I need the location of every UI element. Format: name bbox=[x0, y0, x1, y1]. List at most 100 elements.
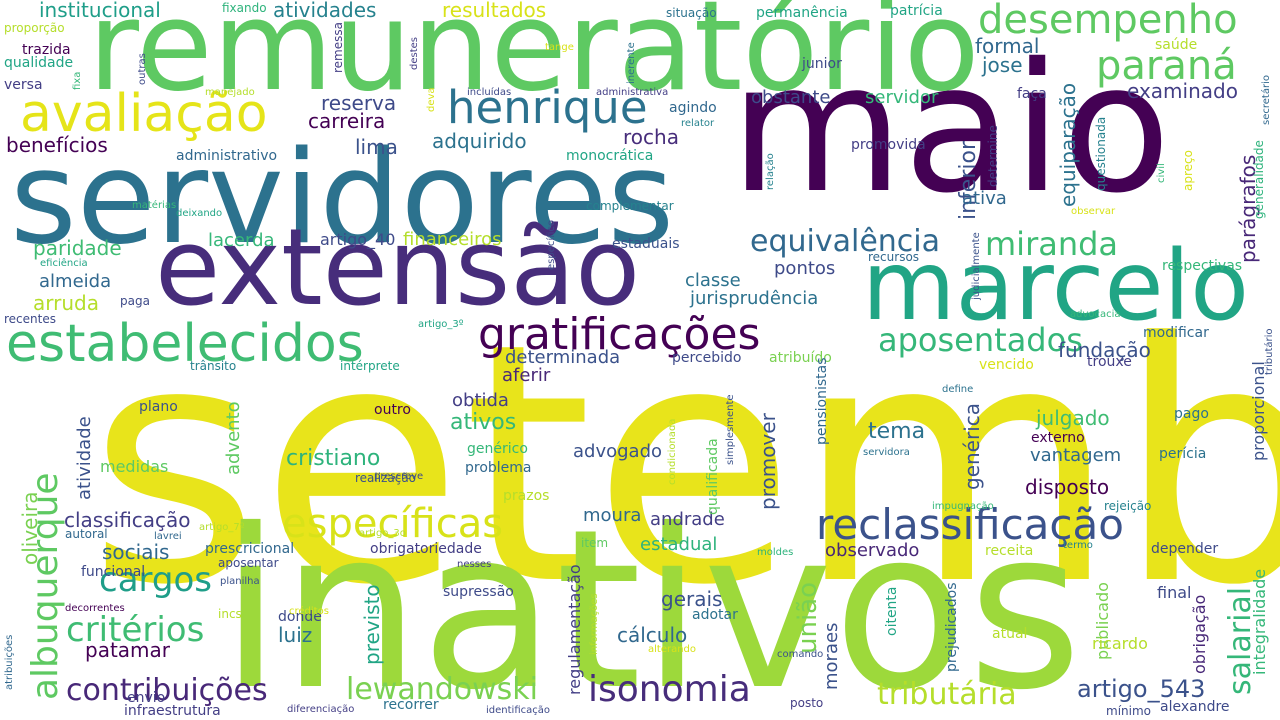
word-contribuições: contribuições bbox=[66, 673, 268, 708]
word-deva: deva bbox=[426, 87, 437, 112]
word-lavrei: lavrei bbox=[154, 531, 182, 542]
word-infraestrutura: infraestrutura bbox=[124, 703, 221, 719]
word-nesses: nesses bbox=[457, 559, 492, 570]
word-agindo: agindo bbox=[669, 100, 717, 116]
word-oliveira: oliveira bbox=[18, 491, 42, 565]
word-planilha: planilha bbox=[220, 576, 260, 587]
word-eficiência: eficiência bbox=[40, 258, 88, 269]
word-determine: determine bbox=[986, 125, 1000, 187]
word-união: união bbox=[793, 581, 823, 654]
word-lima: lima bbox=[355, 135, 398, 159]
word-deixando: deixando bbox=[176, 208, 223, 219]
word-destes: destes bbox=[409, 37, 420, 70]
word-prescricional: prescricional bbox=[205, 541, 295, 557]
word-tema: tema bbox=[868, 419, 926, 444]
word-tributária: tributária bbox=[877, 677, 1017, 712]
word-relação: relação bbox=[765, 153, 776, 190]
word-artigo_3o: artigo_3o bbox=[359, 528, 406, 539]
word-fixa: fixa bbox=[72, 71, 83, 90]
word-advocacia: advocacia bbox=[1070, 309, 1121, 320]
word-condicionada: condicionada bbox=[667, 418, 678, 485]
word-marcelo: marcelo bbox=[862, 230, 1249, 342]
word-ativa: ativa bbox=[962, 188, 1007, 209]
word-patamar: patamar bbox=[85, 638, 171, 662]
word-paga: paga bbox=[120, 294, 150, 308]
word-judicialmente: judicialmente bbox=[971, 232, 982, 300]
word-administrativo: administrativo bbox=[176, 148, 278, 164]
word-qualificada: qualificada bbox=[705, 438, 721, 515]
word-promovida: promovida bbox=[851, 137, 926, 153]
word-financeiros: financeiros bbox=[403, 229, 502, 250]
word-desempenho: desempenho bbox=[978, 0, 1238, 43]
word-artigo_3-: artigo_3º bbox=[418, 319, 464, 330]
word-recentes: recentes bbox=[4, 312, 56, 326]
word-outras: outras bbox=[137, 53, 148, 85]
word-andrade: andrade bbox=[650, 509, 725, 530]
word-remessa: remessa bbox=[331, 22, 345, 73]
word-impugnação: impugnação bbox=[932, 501, 994, 512]
word-inerente: inerente bbox=[626, 42, 637, 84]
word-inativos: inativos bbox=[220, 482, 1083, 720]
word-atribuído: atribuído bbox=[769, 350, 832, 366]
word-situação: situação bbox=[666, 6, 717, 20]
word-carreira: carreira bbox=[308, 109, 386, 133]
word-miranda: miranda bbox=[985, 225, 1119, 263]
word-saúde: saúde bbox=[1155, 37, 1198, 53]
word-resultados: resultados bbox=[442, 0, 547, 22]
word-realização: realização bbox=[355, 471, 417, 485]
word-classificação: classificação bbox=[64, 508, 191, 532]
word-observado: observado bbox=[825, 540, 920, 561]
word-pontos: pontos bbox=[774, 258, 836, 279]
word-tange: tange bbox=[545, 42, 574, 53]
word-henrique: henrique bbox=[447, 81, 648, 134]
word-adquirido: adquirido bbox=[432, 129, 527, 153]
word-servidora: servidora bbox=[863, 447, 910, 458]
word-examinado: examinado bbox=[1127, 79, 1238, 103]
word-patrícia: patrícia bbox=[890, 3, 943, 19]
word-externo: externo bbox=[1031, 430, 1085, 446]
word-vantagem: vantagem bbox=[1030, 445, 1122, 466]
word-decorrentes: decorrentes bbox=[65, 603, 125, 614]
word-isonomia: isonomia bbox=[588, 669, 751, 710]
word-matérias: matérias bbox=[132, 200, 177, 211]
word-permanência: permanência bbox=[756, 5, 848, 21]
word-critérios: critérios bbox=[66, 610, 205, 650]
word-lacerda: lacerda bbox=[208, 230, 275, 251]
word-atividades: atividades bbox=[273, 0, 377, 22]
word-específicas: específicas bbox=[282, 501, 504, 547]
word-obrigação: obrigação bbox=[1190, 594, 1209, 674]
word-estaduais: estaduais bbox=[612, 236, 680, 252]
word-modificar: modificar bbox=[1143, 325, 1209, 341]
word-fundação: fundação bbox=[1058, 338, 1151, 362]
word-manejado: manejado bbox=[205, 87, 255, 98]
word-trouxe: trouxe bbox=[1087, 354, 1132, 370]
word-pago: pago bbox=[1174, 406, 1209, 422]
word-oitenta: oitenta bbox=[884, 586, 900, 637]
word-fixando: fixando bbox=[222, 1, 267, 15]
word-reclassificação: reclassificação bbox=[816, 500, 1124, 549]
word-específico: específico bbox=[546, 219, 557, 270]
word-trazida: trazida bbox=[22, 42, 71, 58]
word-lewandowski: lewandowski bbox=[346, 672, 538, 707]
word-tributário: tributário bbox=[1264, 328, 1275, 375]
word-promover: promover bbox=[756, 413, 780, 510]
word-final: final bbox=[1157, 583, 1192, 602]
word-luiz: luiz bbox=[278, 623, 313, 647]
word-estabelecidos: estabelecidos bbox=[6, 314, 364, 374]
word-cargos: cargos bbox=[99, 560, 213, 600]
word-funcional: funcional bbox=[81, 564, 146, 580]
word-arruda: arruda bbox=[33, 291, 99, 315]
word-informações: informações bbox=[589, 593, 600, 655]
word-secretário: secretário bbox=[1261, 75, 1272, 125]
word-artigo_543: artigo_543 bbox=[1077, 675, 1206, 703]
word-prescreve: prescreve bbox=[374, 471, 424, 482]
word-determinada: determinada bbox=[505, 347, 621, 368]
word-atividade: atividade bbox=[74, 416, 95, 500]
word-servidores: servidores bbox=[10, 124, 675, 273]
word-apreço: apreço bbox=[1181, 150, 1195, 191]
word-créditos: créditos bbox=[289, 606, 329, 617]
word-qualidade: qualidade bbox=[4, 55, 74, 71]
word-outro: outro bbox=[374, 402, 411, 418]
word-envio: envio bbox=[127, 690, 166, 706]
word-cristiano: cristiano bbox=[286, 446, 381, 471]
